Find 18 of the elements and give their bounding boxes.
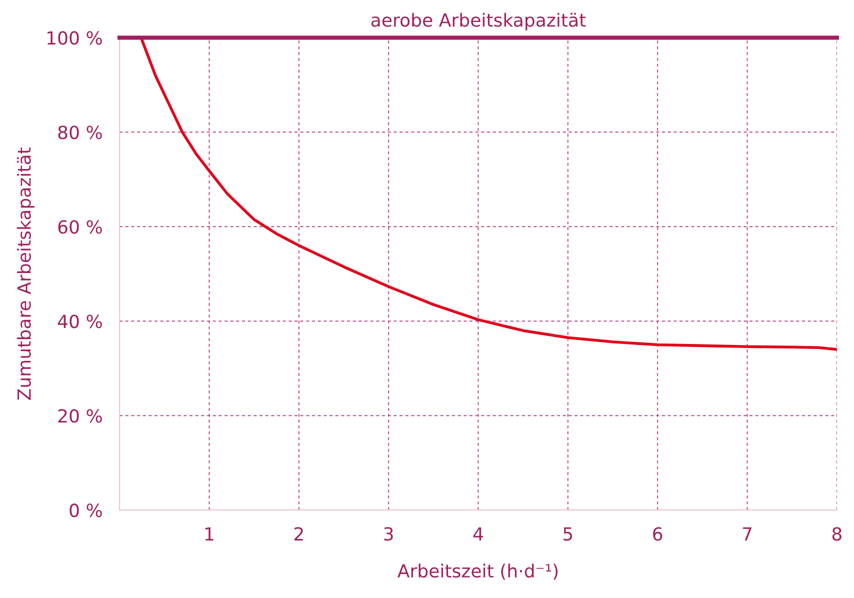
x-tick-label: 7: [742, 527, 752, 540]
x-tick-label: 5: [564, 527, 572, 541]
x-tick-label: 6: [653, 527, 662, 541]
y-axis-title: Zumutbare Arbeitskapazität: [16, 148, 34, 400]
y-tick-label: 80 %: [58, 126, 102, 140]
chart-title: aerobe Arbeitskapazität: [371, 12, 586, 30]
y-tick-label: 20 %: [58, 409, 102, 423]
x-tick-label: 8: [832, 527, 842, 541]
y-tick-label: 0 %: [70, 504, 102, 518]
x-tick-label: 4: [473, 527, 483, 540]
x-tick-label: 2: [294, 527, 303, 540]
x-tick-label: 3: [384, 527, 393, 541]
x-axis-title: Arbeitszeit (h·d⁻¹): [398, 564, 558, 580]
line-series: [140, 38, 837, 351]
y-tick-label: 40 %: [58, 314, 102, 328]
y-tick-label: 100 %: [48, 31, 102, 45]
x-tick-label: 1: [205, 527, 214, 540]
y-tick-label: 60 %: [58, 220, 102, 234]
